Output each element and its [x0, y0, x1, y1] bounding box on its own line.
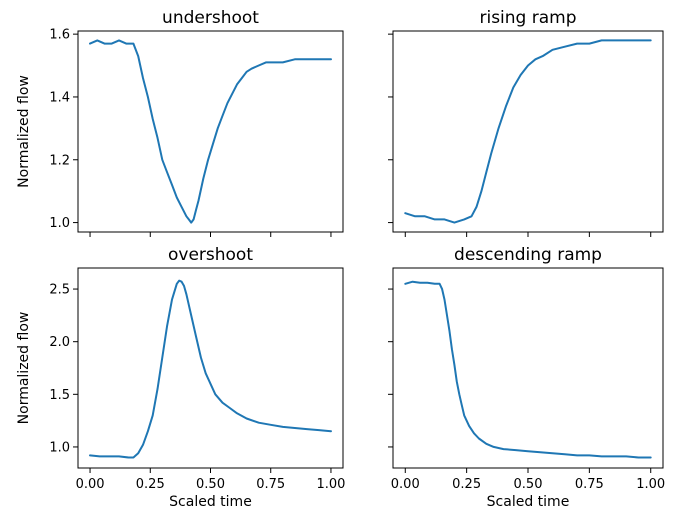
y-axis-label-undershoot: Normalized flow — [16, 75, 32, 188]
x-tick-label: 0.25 — [452, 477, 481, 492]
y-tick-label: 2.5 — [49, 283, 70, 298]
plot-frame-undershoot — [77, 30, 344, 233]
series-line-rising-ramp — [404, 39, 652, 224]
x-tick-label: 0.75 — [575, 477, 604, 492]
x-tick-label: 0.00 — [391, 477, 420, 492]
y-tick-label: 2.0 — [49, 335, 70, 350]
x-axis-label-descending-ramp: Scaled time — [487, 494, 570, 510]
x-tick-label: 1.00 — [636, 477, 665, 492]
subplot-undershoot: 1.0 1.2 1.4 1.6 undershoot Normalized flow — [16, 8, 344, 237]
y-tick-label: 1.2 — [49, 153, 70, 168]
x-axis-label-overshoot: Scaled time — [169, 494, 252, 510]
series-line-undershoot — [89, 39, 332, 224]
subplot-title-overshoot: overshoot — [168, 245, 253, 265]
x-tick-label: 0.75 — [256, 477, 285, 492]
subplot-descending-ramp: 0.00 0.25 0.50 0.75 1.00 descending ramp Scale… — [388, 245, 665, 510]
subplot-title-rising-ramp: rising ramp — [479, 8, 576, 28]
y-tick-label: 1.0 — [49, 440, 70, 455]
subplots: 1.0 1.2 1.4 1.6 undershoot Normalized flow ris… — [16, 8, 665, 510]
series-line-descending-ramp — [404, 280, 652, 459]
subplot-overshoot: 0.00 0.25 0.50 0.75 1.00 1.0 1.5 2.0 2.5 overshoo… — [16, 245, 345, 510]
x-tick-label: 0.00 — [76, 477, 105, 492]
y-tick-label: 1.4 — [49, 90, 70, 105]
plot-frame-overshoot — [77, 267, 344, 469]
y-axis-label-overshoot: Normalized flow — [16, 312, 32, 425]
x-tick-label: 1.00 — [316, 477, 345, 492]
x-tick-label: 0.50 — [514, 477, 543, 492]
plot-frame-rising-ramp — [392, 30, 664, 233]
subplot-title-descending-ramp: descending ramp — [454, 245, 602, 265]
y-tick-label: 1.0 — [49, 216, 70, 231]
x-tick-label: 0.50 — [196, 477, 225, 492]
subplot-title-undershoot: undershoot — [162, 8, 259, 28]
y-tick-label: 1.6 — [49, 28, 70, 43]
y-tick-label: 1.5 — [49, 388, 70, 403]
plot-frame-descending-ramp — [392, 267, 664, 469]
subplot-rising-ramp: rising ramp — [388, 8, 664, 237]
series-line-overshoot — [89, 279, 332, 459]
x-tick-label: 0.25 — [136, 477, 165, 492]
